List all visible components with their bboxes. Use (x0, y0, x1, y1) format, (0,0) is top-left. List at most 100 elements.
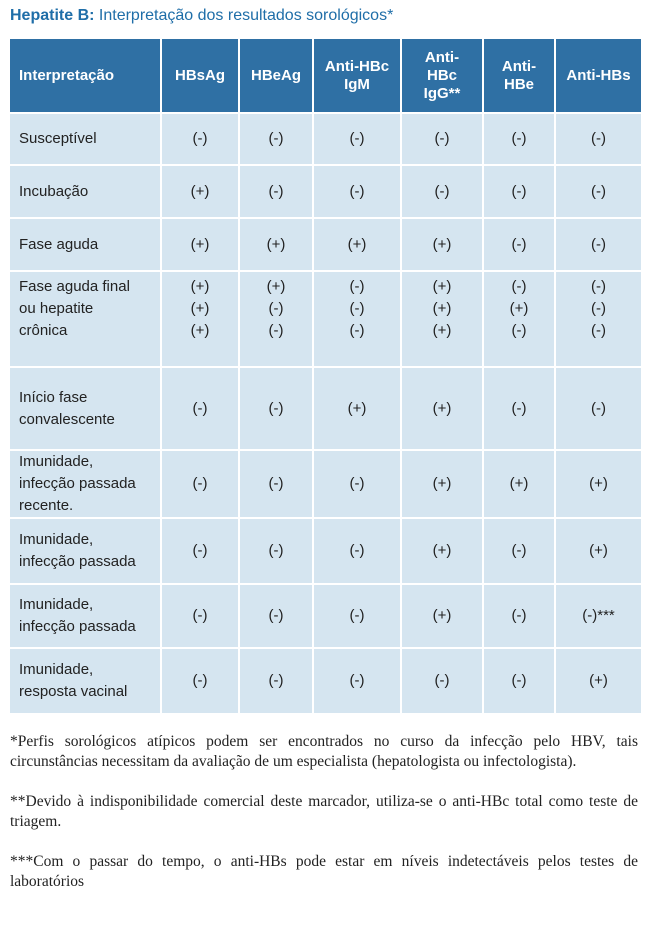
cell-text: Fase aguda final (19, 278, 130, 295)
column-header: HBsAg (161, 39, 240, 114)
result-cell: (-) (555, 165, 641, 219)
cell-text: resposta vacinal (19, 683, 128, 700)
cell-text: (-) (349, 322, 365, 339)
header-text: Anti- (424, 48, 460, 66)
cell-text: (-) (511, 322, 527, 339)
result-cell: (-) (483, 648, 556, 715)
result-cell: (-)*** (555, 584, 641, 649)
row-label: Início fase convalescente (10, 367, 162, 451)
result-cell: (-) (161, 367, 240, 451)
header-text: HBe (503, 75, 534, 93)
header-text: Interpretação (19, 66, 115, 84)
cell-text: infecção passada (19, 475, 136, 492)
footnotes: *Perfis sorológicos atípicos podem ser e… (10, 732, 638, 912)
footnote-anti-hbs: ***Com o passar do tempo, o anti-HBs pod… (10, 853, 638, 890)
cell-text: (+) (347, 235, 367, 253)
cell-text: (-) (268, 542, 284, 559)
result-cell: (+) (555, 450, 641, 519)
cell-text: (+) (509, 475, 529, 492)
table-row: Fase aguda (+) (+) (+) (+) (-) (-) (10, 218, 641, 272)
result-cell: (-) (161, 584, 240, 649)
cell-text: convalescente (19, 410, 115, 428)
cell-text: Imunidade, (19, 661, 94, 678)
result-cell: (-) (313, 518, 402, 585)
table-row: Imunidade, infecção passada (-) (-) (-) (+) (-… (10, 584, 641, 649)
header-text: Anti-HBc (324, 57, 390, 75)
result-cell: (+) (+) (+) (401, 271, 484, 368)
result-cell: (+) (161, 165, 240, 219)
result-cell: (-) (313, 113, 402, 166)
cell-text: (+) (432, 300, 452, 317)
cell-text: (-) (268, 399, 284, 417)
cell-text: (-) (591, 182, 606, 200)
result-cell: (+) (401, 518, 484, 585)
row-label: Imunidade, resposta vacinal (10, 648, 162, 715)
result-cell: (-) (555, 218, 641, 272)
cell-text: (+) (190, 322, 210, 339)
column-header: Anti- HBc IgG** (401, 39, 484, 114)
result-cell: (+) (555, 518, 641, 585)
cell-text: Início fase (19, 388, 88, 406)
page-title: Hepatite B: Interpretação dos resultados… (10, 7, 393, 25)
header-text: Anti- (501, 57, 537, 75)
cell-text: (+) (432, 278, 452, 295)
result-cell: (+) (555, 648, 641, 715)
cell-text: (-) (192, 130, 208, 147)
footnote-atypical: *Perfis sorológicos atípicos podem ser e… (10, 733, 638, 770)
cell-text: (+) (589, 475, 608, 492)
result-cell: (-) (483, 518, 556, 585)
result-cell: (+) (483, 450, 556, 519)
cell-text: (-) (434, 672, 450, 689)
row-label: Incubação (10, 165, 162, 219)
cell-text: (+) (432, 475, 452, 492)
cell-text: (-) (349, 130, 365, 147)
result-cell: (+) (+) (+) (161, 271, 240, 368)
table-row: Imunidade, infecção passada (-) (-) (-) (+) (-… (10, 518, 641, 585)
result-cell: (-) (313, 165, 402, 219)
cell-text: infecção passada (19, 553, 136, 570)
result-cell: (-) (239, 367, 314, 451)
table-row: Susceptível (-) (-) (-) (-) (-) (-) (10, 113, 641, 166)
result-cell: (-) (313, 648, 402, 715)
column-header: Anti-HBc IgM (313, 39, 402, 114)
result-cell: (-) (483, 584, 556, 649)
cell-text: (-) (268, 182, 284, 200)
cell-text: (-) (192, 607, 208, 624)
table-row: Incubação (+) (-) (-) (-) (-) (-) (10, 165, 641, 219)
cell-text: (-) (591, 399, 606, 417)
result-cell: (-) (483, 113, 556, 166)
cell-text: (-) (434, 130, 450, 147)
result-cell: (-) (401, 648, 484, 715)
result-cell: (-) (555, 113, 641, 166)
cell-text: (+) (190, 300, 210, 317)
cell-text: (+) (432, 607, 452, 624)
result-cell: (-) (483, 218, 556, 272)
table-row: Imunidade, infecção passada recente. (-) (-)… (10, 450, 641, 519)
result-cell: (+) (-) (-) (239, 271, 314, 368)
cell-text: (-) (591, 130, 606, 147)
result-cell: (+) (313, 218, 402, 272)
cell-text: (-)*** (582, 607, 615, 624)
result-cell: (-) (239, 584, 314, 649)
cell-text: (+) (432, 542, 452, 559)
column-header: HBeAg (239, 39, 314, 114)
cell-text: Fase aguda (19, 235, 99, 253)
result-cell: (-) (161, 648, 240, 715)
result-cell: (-) (483, 367, 556, 451)
result-cell: (+) (401, 367, 484, 451)
result-cell: (-) (401, 113, 484, 166)
cell-text: (+) (190, 235, 210, 253)
cell-text: (-) (511, 130, 527, 147)
header-text: Anti-HBs (566, 66, 631, 84)
cell-text: (-) (349, 300, 365, 317)
cell-text: (-) (349, 542, 365, 559)
cell-text: (-) (511, 607, 527, 624)
row-label: Susceptível (10, 113, 162, 166)
cell-text: (-) (591, 300, 606, 317)
row-label: Imunidade, infecção passada (10, 584, 162, 649)
result-cell: (-) (239, 450, 314, 519)
table-body: Susceptível (-) (-) (-) (-) (-) (-) Incubação (+… (10, 113, 641, 715)
cell-text: (-) (349, 607, 365, 624)
cell-text: recente. (19, 497, 74, 514)
title-bold: Hepatite B: (10, 7, 95, 24)
